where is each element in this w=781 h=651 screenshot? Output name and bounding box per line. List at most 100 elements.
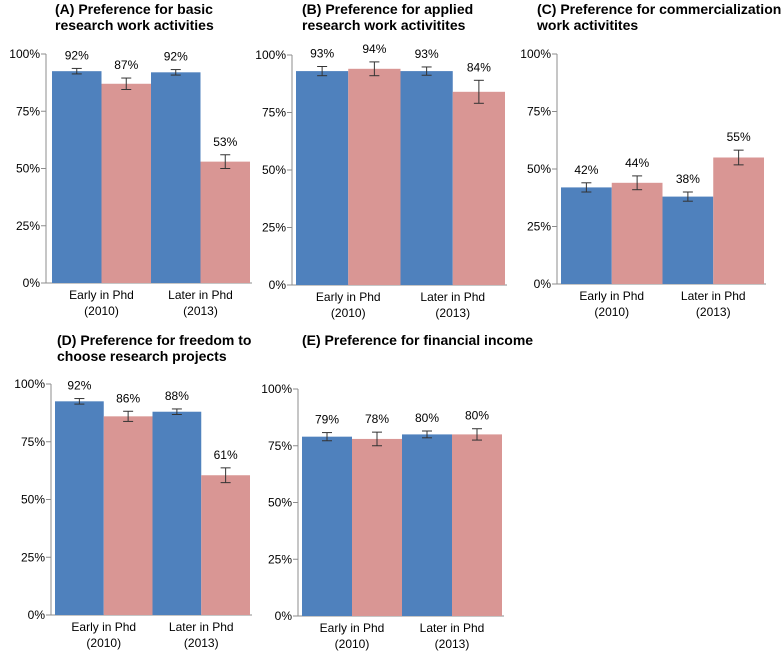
y-tick-label: 100%: [14, 377, 45, 391]
category-label: (2013): [696, 305, 731, 319]
chart-title: (A) Preference for basic: [55, 1, 213, 17]
bar-blue: [561, 187, 612, 284]
bar-red: [452, 91, 505, 285]
category-label: (2013): [184, 636, 219, 650]
chart-panel-3: (C) Preference for commercializationwork…: [520, 1, 781, 319]
data-label: 79%: [315, 413, 339, 427]
y-tick-label: 25%: [268, 552, 292, 566]
y-tick-label: 50%: [527, 162, 551, 176]
y-tick-label: 75%: [262, 106, 286, 120]
y-tick-label: 25%: [527, 220, 551, 234]
category-label: Later in Phd: [168, 288, 233, 302]
y-tick-label: 25%: [16, 219, 40, 233]
y-tick-label: 100%: [9, 47, 40, 61]
data-label: 92%: [65, 48, 89, 62]
y-tick-label: 75%: [527, 105, 551, 119]
chart-title: (B) Preference for applied: [302, 1, 473, 17]
data-label: 94%: [362, 42, 386, 56]
data-label: 80%: [465, 409, 489, 423]
data-label: 84%: [467, 60, 491, 74]
category-label: (2013): [183, 304, 218, 318]
bar-blue: [152, 411, 202, 615]
data-label: 38%: [676, 172, 700, 186]
category-label: (2010): [335, 637, 370, 651]
bar-red: [352, 438, 402, 616]
y-tick-label: 0%: [269, 278, 287, 292]
category-label: (2010): [331, 306, 366, 320]
chart-title: research work activities: [55, 17, 214, 33]
chart-title: (D) Preference for freedom to: [57, 332, 251, 348]
bar-red: [452, 434, 502, 616]
data-label: 93%: [310, 47, 334, 61]
y-tick-label: 100%: [255, 48, 286, 62]
category-label: Early in Phd: [71, 620, 136, 634]
category-label: Later in Phd: [420, 290, 485, 304]
category-label: Early in Phd: [320, 621, 385, 635]
bar-red: [103, 416, 153, 615]
y-tick-label: 0%: [23, 276, 41, 290]
y-tick-label: 0%: [275, 609, 293, 623]
bar-red: [200, 161, 250, 283]
chart-title: choose research projects: [57, 348, 227, 364]
bar-blue: [662, 196, 714, 284]
bar-blue: [302, 436, 352, 616]
y-tick-label: 0%: [28, 608, 46, 622]
data-label: 42%: [574, 163, 598, 177]
y-tick-label: 75%: [16, 104, 40, 118]
bar-red: [348, 68, 401, 285]
category-label: (2010): [594, 305, 629, 319]
data-label: 44%: [625, 156, 649, 170]
y-tick-label: 0%: [534, 277, 552, 291]
category-label: Early in Phd: [579, 289, 644, 303]
category-label: Later in Phd: [169, 620, 234, 634]
y-tick-label: 50%: [268, 496, 292, 510]
chart-title: (E) Preference for financial income: [302, 332, 533, 348]
y-tick-label: 25%: [21, 550, 45, 564]
data-label: 61%: [214, 448, 238, 462]
data-label: 78%: [365, 412, 389, 426]
category-label: Early in Phd: [69, 288, 134, 302]
y-tick-label: 100%: [261, 382, 292, 396]
data-label: 92%: [67, 379, 91, 393]
bar-blue: [296, 71, 349, 285]
data-label: 55%: [727, 130, 751, 144]
data-label: 80%: [415, 411, 439, 425]
y-tick-label: 50%: [21, 493, 45, 507]
category-label: (2010): [84, 304, 119, 318]
bar-red: [101, 83, 151, 284]
y-tick-label: 75%: [21, 435, 45, 449]
bar-blue: [52, 71, 102, 283]
data-label: 92%: [164, 50, 188, 64]
bar-blue: [402, 434, 452, 616]
y-tick-label: 50%: [262, 163, 286, 177]
bar-blue: [400, 71, 453, 285]
category-label: (2013): [435, 637, 470, 651]
chart-panel-5: (E) Preference for financial income 0% 25%…: [261, 332, 533, 651]
data-label: 86%: [116, 391, 140, 405]
bar-blue: [151, 72, 201, 283]
data-label: 87%: [114, 58, 138, 72]
bar-red: [713, 157, 764, 284]
category-label: Early in Phd: [316, 290, 381, 304]
y-tick-label: 75%: [268, 439, 292, 453]
data-label: 53%: [213, 135, 237, 149]
category-label: Later in Phd: [681, 289, 746, 303]
bar-red: [611, 182, 663, 284]
data-label: 88%: [165, 389, 189, 403]
data-label: 93%: [415, 47, 439, 61]
category-label: (2010): [86, 636, 121, 650]
chart-title: research work activitites: [302, 17, 466, 33]
category-label: (2013): [435, 306, 470, 320]
chart-title: (C) Preference for commercialization: [537, 1, 781, 17]
y-tick-label: 50%: [16, 162, 40, 176]
bar-blue: [55, 401, 104, 615]
y-tick-label: 25%: [262, 221, 286, 235]
chart-title: work activitites: [536, 17, 638, 33]
category-label: Later in Phd: [420, 621, 485, 635]
y-tick-label: 100%: [520, 47, 551, 61]
bar-red: [201, 475, 250, 615]
